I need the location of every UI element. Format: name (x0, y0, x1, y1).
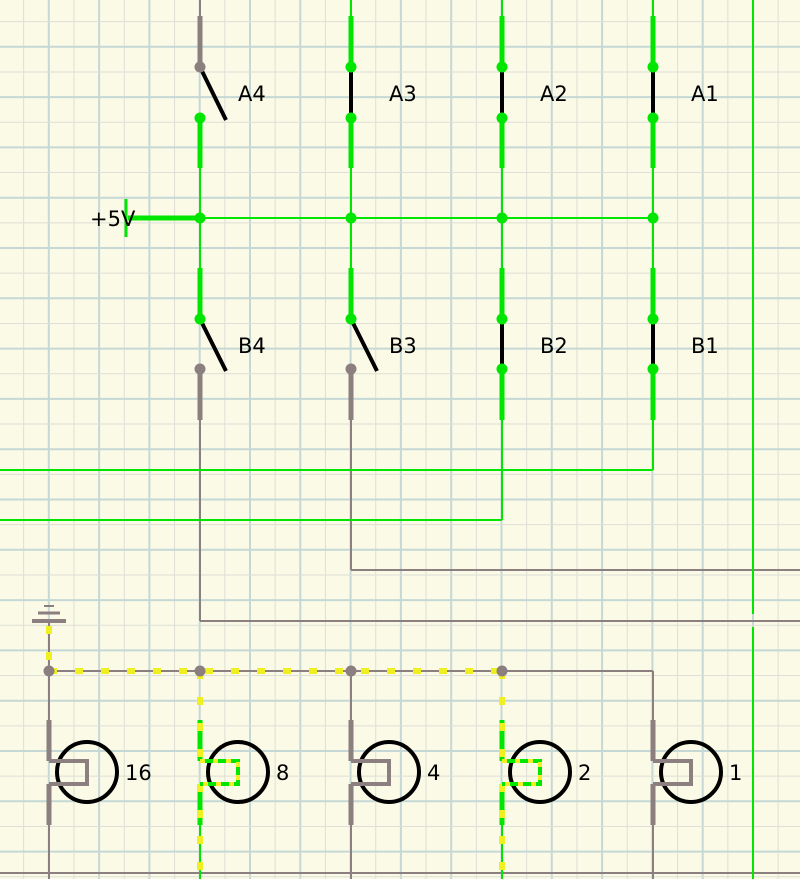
lamp-filament (200, 759, 240, 786)
switch-label: B4 (238, 334, 266, 358)
junction-dot (496, 665, 508, 677)
junction-dot (647, 313, 659, 325)
junction-dot (496, 313, 508, 325)
lamp-bulb (659, 740, 723, 804)
junction-dot (345, 665, 357, 677)
switch-row-b: B4 B3 B2 B1 (198, 318, 719, 372)
junction-dot (194, 363, 206, 375)
lamp-label: 16 (125, 761, 152, 785)
lamp-label: 1 (729, 761, 742, 785)
switch-b1[interactable]: B1 (651, 319, 719, 369)
junction-dot (43, 665, 55, 677)
switch-a4[interactable]: A4 (198, 66, 266, 121)
junction-dot (647, 212, 659, 224)
junction-dot (194, 313, 206, 325)
lamp-8[interactable]: 8 (200, 740, 289, 804)
lamp-label: 4 (427, 761, 440, 785)
junction-dot (194, 61, 206, 73)
junction-dot (194, 665, 206, 677)
switch-label: B2 (540, 334, 568, 358)
active-wires (0, 0, 754, 879)
junction-dot (647, 112, 659, 124)
switch-label: A2 (540, 82, 568, 106)
switch-a3[interactable]: A3 (349, 67, 417, 118)
lamp-filament (653, 759, 693, 786)
switch-label: A3 (389, 82, 417, 106)
inactive-switch-legs (46, 16, 656, 825)
switch-a1[interactable]: A1 (651, 67, 719, 118)
junction-dot (345, 112, 357, 124)
supply-terminal[interactable]: +5V (90, 199, 136, 237)
lamp-label: 8 (276, 761, 289, 785)
junction-dot (647, 363, 659, 375)
junction-dot (647, 61, 659, 73)
switch-label: A1 (691, 82, 719, 106)
junction-dot (345, 363, 357, 375)
junction-dot (194, 212, 206, 224)
junction-dot (496, 112, 508, 124)
switch-label: A4 (238, 82, 266, 106)
lamp-label: 2 (578, 761, 591, 785)
lamp-2[interactable]: 2 (502, 740, 591, 804)
switch-label: B3 (389, 334, 417, 358)
switch-a2[interactable]: A2 (500, 67, 568, 118)
switch-b2[interactable]: B2 (500, 319, 568, 369)
lamp-1[interactable]: 1 (653, 740, 742, 804)
lamp-filament (351, 759, 391, 786)
switch-b3[interactable]: B3 (349, 318, 417, 372)
current-flow-overlay (46, 626, 505, 879)
ground-symbol[interactable] (32, 605, 66, 623)
switch-label: B1 (691, 334, 719, 358)
junction-dot (496, 212, 508, 224)
switch-lever (198, 66, 228, 121)
lamp-filament (49, 759, 89, 786)
lamp-bulb (357, 740, 421, 804)
supply-label: +5V (90, 207, 136, 231)
junction-dot (496, 363, 508, 375)
lamp-bulb (508, 740, 572, 804)
lamp-row: 16 8 4 2 1 (49, 740, 742, 804)
switch-lever (349, 318, 379, 372)
junctions (43, 61, 659, 677)
active-switch-legs (128, 16, 656, 825)
lamp-current (200, 759, 240, 786)
junction-dot (496, 61, 508, 73)
junction-dot (345, 212, 357, 224)
switch-b4[interactable]: B4 (198, 318, 266, 372)
junction-dot (345, 61, 357, 73)
lamp-bulb (206, 740, 270, 804)
junction-dot (194, 112, 206, 124)
switch-row-a: A4 A3 A2 A1 (198, 66, 719, 121)
lamp-current (502, 759, 542, 786)
lamp-bulb (55, 740, 119, 804)
junction-dot (345, 313, 357, 325)
lamp-16[interactable]: 16 (49, 740, 152, 804)
lamp-filament (502, 759, 542, 786)
switch-lever (198, 318, 228, 372)
lamp-4[interactable]: 4 (351, 740, 440, 804)
